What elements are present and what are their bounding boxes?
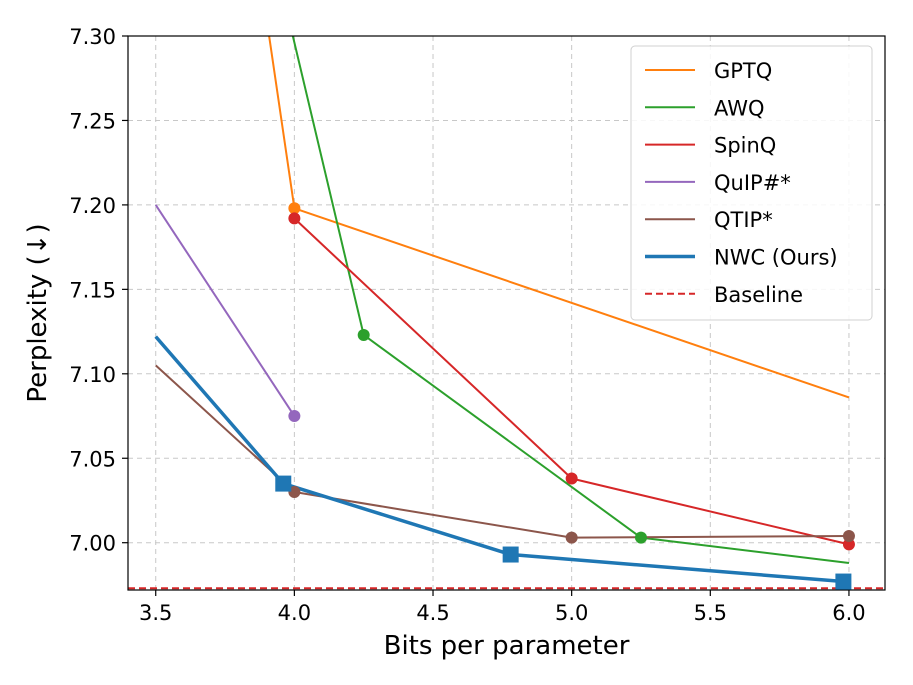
legend-label: Baseline bbox=[714, 283, 803, 307]
x-tick-label: 3.5 bbox=[139, 601, 172, 625]
data-point bbox=[288, 202, 301, 215]
series-line-5 bbox=[154, 335, 844, 584]
data-point bbox=[565, 531, 578, 544]
data-point bbox=[357, 328, 370, 341]
legend-label: NWC (Ours) bbox=[714, 246, 838, 270]
legend-label: QTIP* bbox=[714, 208, 773, 232]
series-line-4 bbox=[155, 364, 849, 539]
y-tick-label: 7.25 bbox=[69, 109, 116, 133]
legend-label: AWQ bbox=[714, 96, 765, 120]
data-point bbox=[634, 531, 647, 544]
x-tick-label: 4.0 bbox=[278, 601, 311, 625]
data-point bbox=[842, 529, 855, 542]
x-tick-label: 5.5 bbox=[694, 601, 727, 625]
series-line-3 bbox=[154, 204, 296, 417]
y-tick-label: 7.10 bbox=[69, 363, 116, 387]
markers bbox=[275, 202, 855, 590]
data-point-square bbox=[502, 546, 519, 563]
x-tick-label: 5.0 bbox=[555, 601, 588, 625]
data-point bbox=[565, 472, 578, 485]
x-tick-label: 6.0 bbox=[832, 601, 865, 625]
y-tick-label: 7.20 bbox=[69, 194, 116, 218]
data-point bbox=[842, 538, 855, 551]
x-axis-title: Bits per parameter bbox=[384, 631, 630, 661]
y-tick-label: 7.30 bbox=[69, 25, 116, 49]
series-line-1 bbox=[291, 36, 850, 564]
legend-label: QuIP#* bbox=[714, 171, 791, 195]
y-tick-label: 7.05 bbox=[69, 447, 116, 471]
y-tick-label: 7.15 bbox=[69, 278, 116, 302]
data-point bbox=[288, 410, 301, 423]
legend-label: SpinQ bbox=[714, 134, 776, 158]
legend: GPTQ AWQ SpinQ QuIP#* QTIP* NWC (Ours) Baselin… bbox=[630, 45, 873, 321]
axis-ticks: 3.5 4.0 4.5 5.0 5.5 6.0 7.00 7.05 7.10 7.15 7.20 7.… bbox=[69, 25, 865, 625]
axes-frame bbox=[127, 35, 886, 591]
data-point bbox=[288, 212, 301, 225]
data-point-square bbox=[275, 475, 292, 492]
legend-box bbox=[630, 45, 873, 321]
legend-label: GPTQ bbox=[714, 59, 772, 83]
x-tick-label: 4.5 bbox=[416, 601, 449, 625]
data-point-square bbox=[835, 573, 852, 590]
data-point bbox=[288, 486, 301, 499]
y-tick-label: 7.00 bbox=[69, 532, 116, 556]
y-axis-title: Perplexity (↓) bbox=[23, 223, 53, 402]
